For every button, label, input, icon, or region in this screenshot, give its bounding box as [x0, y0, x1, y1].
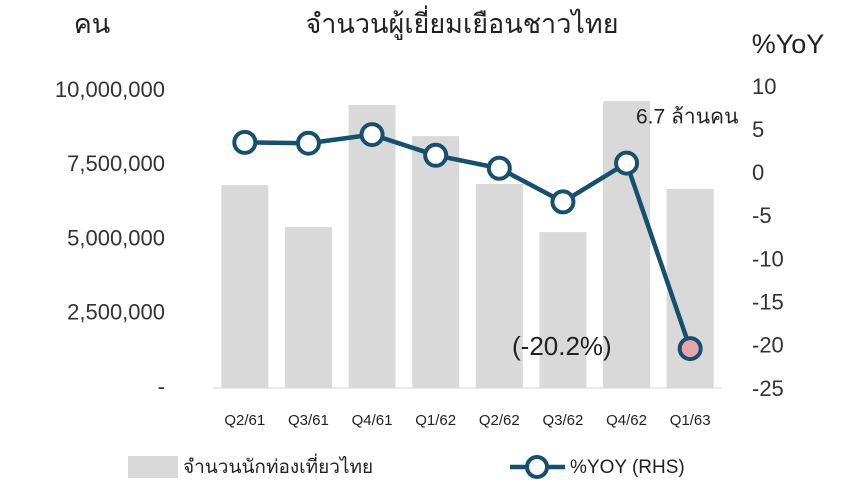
bar — [603, 101, 651, 389]
bar — [539, 232, 587, 388]
annotation: 6.7 ล้านคน — [636, 106, 738, 129]
bar — [221, 185, 269, 388]
legend-label: จำนวนนักท่องเที่ยวไทย — [183, 453, 373, 478]
y2-tick-label: -25 — [752, 376, 784, 401]
y-tick-label: 10,000,000 — [55, 77, 165, 102]
y-tick-label: 7,500,000 — [67, 151, 165, 176]
y2-axis-label: %YoY — [752, 29, 825, 59]
line-marker — [423, 142, 449, 168]
bar — [412, 136, 460, 388]
bar — [284, 227, 332, 388]
line-marker — [550, 189, 576, 215]
bar — [475, 183, 523, 388]
line-marker — [486, 155, 512, 181]
line-marker — [677, 336, 703, 362]
x-tick-label: Q2/61 — [224, 412, 265, 429]
y-tick-label: - — [158, 374, 165, 399]
y2-tick-label: -10 — [752, 246, 784, 271]
bar — [348, 104, 396, 389]
line-marker — [614, 150, 640, 176]
y2-tick-label: -20 — [752, 333, 784, 358]
y2-tick-label: -5 — [752, 203, 772, 228]
annotation: (-20.2%) — [512, 331, 612, 361]
legend-swatch — [525, 455, 549, 479]
x-tick-label: Q1/63 — [670, 412, 711, 429]
y2-tick-label: 5 — [752, 117, 764, 142]
y2-tick-label: -15 — [752, 290, 784, 315]
chart-title: จำนวนผู้เยี่ยมเยือนชาวไทย — [305, 5, 618, 40]
x-tick-label: Q2/62 — [479, 412, 520, 429]
y2-tick-label: 10 — [752, 74, 776, 99]
x-tick-label: Q3/61 — [288, 412, 329, 429]
line-marker — [359, 122, 385, 148]
x-tick-label: Q1/62 — [415, 412, 456, 429]
legend-label: %YOY (RHS) — [570, 457, 685, 478]
y2-tick-label: 0 — [752, 160, 764, 185]
y-tick-label: 5,000,000 — [67, 225, 165, 250]
line-marker — [295, 130, 321, 156]
legend-swatch — [128, 456, 178, 478]
x-tick-label: Q3/62 — [543, 412, 584, 429]
line-marker — [232, 129, 258, 155]
x-tick-label: Q4/62 — [606, 412, 647, 429]
x-tick-label: Q4/61 — [352, 412, 393, 429]
y-axis-label: คน — [74, 9, 111, 39]
y-tick-label: 2,500,000 — [67, 300, 165, 325]
